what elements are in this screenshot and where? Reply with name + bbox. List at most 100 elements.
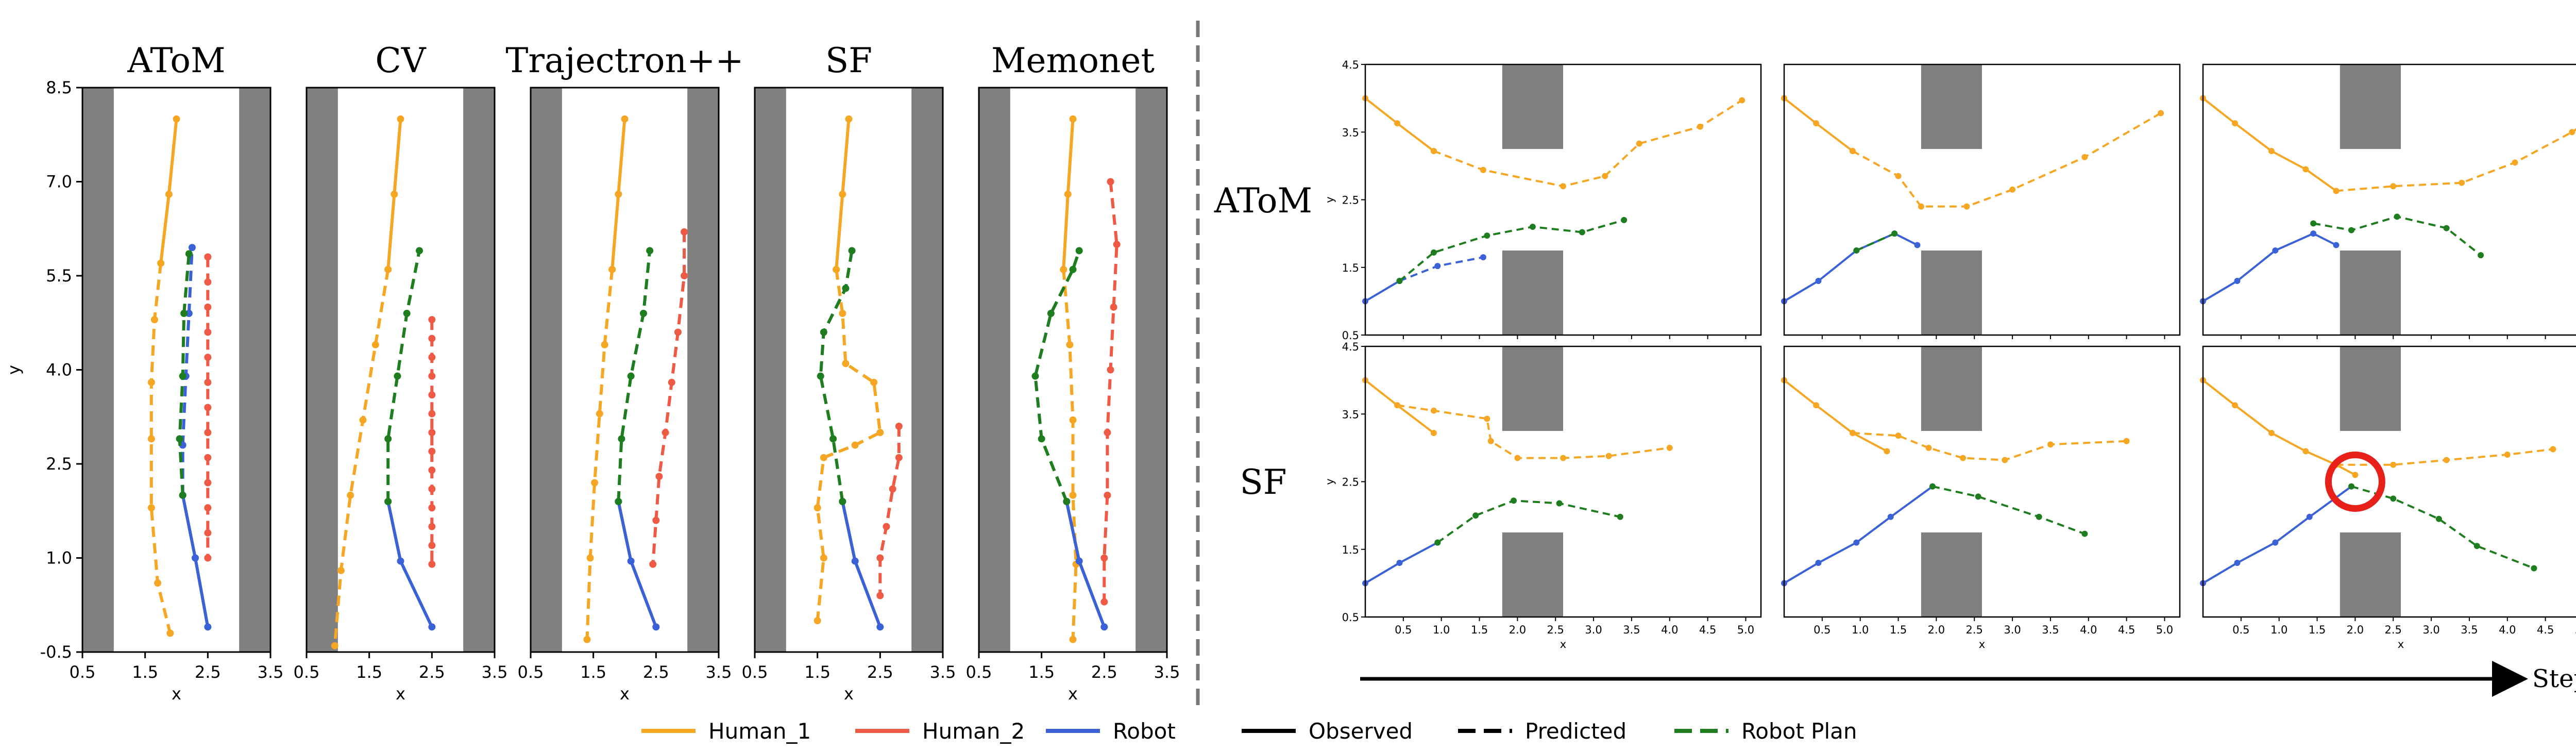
x-tick-label: 3.5	[1154, 662, 1180, 682]
y-tick-label: 2.5	[46, 454, 72, 474]
doorway-sf-2-human-1-point-1-0	[1849, 430, 1856, 436]
doorway-atom-3-human-1-point-0-2	[2268, 148, 2275, 154]
corridor-cv-human-2-point-2-10	[428, 504, 436, 512]
legend: Human_1 Human_2 Robot Observed Predicted Robo…	[641, 719, 1857, 744]
corridor-atom-human-1-point-1-4	[147, 504, 155, 512]
doorway-sf-2-human-1-point-1-3	[1960, 455, 1967, 461]
x-tick-label: 2.5	[643, 662, 669, 682]
corridor-wall-1	[239, 88, 270, 652]
doorway-obstacle-1	[2340, 532, 2401, 617]
corridor-trajectron-robot-plan-point-4-1	[618, 435, 625, 443]
corridor-memonet-robot-solid-line-3	[1065, 501, 1106, 628]
corridor-cv-human-1-point-1-2	[359, 416, 367, 424]
corridor-sf-human-2-point-2-4	[876, 554, 884, 562]
x-tick-label: 4.0	[1661, 624, 1678, 636]
corridor-sf-human-1-point-1-7	[814, 504, 821, 512]
doorway-atom-3-human-1-solid-line-0	[2202, 97, 2337, 192]
corridor-atom-human-2-point-2-8	[204, 454, 212, 461]
corridor-wall-0	[82, 88, 114, 652]
x-tick-label: 1.5	[804, 662, 831, 682]
doorway-panel-atom-3	[2200, 63, 2576, 339]
corridor-cv-robot-solid-line-3	[386, 501, 434, 628]
doorway-panel-sf-3: 0.5 1.0 1.5 2.0 2.5 3.0 3.5 4.0 4.5 5.0 x	[2200, 345, 2576, 650]
x-tick-label: 3.5	[2461, 624, 2478, 636]
doorway-atom-1-robot-plan-dashed-line-4	[1399, 219, 1624, 282]
doorway-atom-1-robot-point-3-1	[1434, 263, 1441, 270]
x-tick-label: 3.5	[2042, 624, 2059, 636]
doorway-atom-1-robot-plan-point-4-0	[1396, 278, 1403, 284]
corridor-trajectron-human-1-dashed-line-1	[585, 269, 614, 640]
corridor-atom-human-1-point-0-1	[165, 190, 173, 198]
x-tick-label: 1.0	[1852, 624, 1869, 636]
corridor-sf-robot-point-3-0	[876, 623, 884, 631]
x-tick-label: 0.5	[518, 662, 544, 682]
corridor-memonet-human-2-point-2-6	[1100, 554, 1108, 562]
doorway-atom-3-robot-plan-dashed-line-3	[2313, 215, 2482, 256]
corridor-sf-human-2-dashed-line-2	[878, 426, 901, 596]
x-tick-label: 0.5	[70, 662, 96, 682]
x-tick-label: 4.5	[2118, 624, 2135, 636]
corridor-sf-robot-plan-point-4-5	[848, 247, 856, 255]
corridor-sf-human-1-point-1-2	[842, 360, 850, 368]
corridor-atom-human-2-point-2-0	[204, 253, 212, 261]
corridor-atom-human-1-point-1-3	[147, 435, 155, 443]
doorway-atom-3-robot-point-2-4	[2333, 242, 2340, 248]
corridor-cv-human-1-point-1-0	[384, 265, 392, 273]
corridor-wall-1	[463, 88, 495, 652]
corridor-cv-human-2-point-2-1	[428, 335, 436, 342]
corridor-cv-human-1-point-0-1	[391, 190, 398, 198]
doorway-sf-3-human-1-point-1-1	[2390, 461, 2397, 468]
corridor-cv-human-2-point-2-2	[428, 354, 436, 361]
doorway-sf-2-human-1-point-0-3	[1884, 448, 1890, 455]
doorway-atom-1-robot-solid-line-2	[1364, 280, 1400, 303]
doorway-atom-3-human-1-point-0-1	[2232, 120, 2239, 127]
corridor-memonet-human-1-point-0-0	[1069, 115, 1077, 123]
x-tick-label: 3.5	[706, 662, 732, 682]
legend-label-predicted: Predicted	[1525, 719, 1626, 744]
legend-label-robot: Robot	[1113, 719, 1176, 744]
doorway-atom-2-robot-plan-point-3-0	[1853, 247, 1860, 254]
doorway-obstacle-1	[1502, 250, 1563, 335]
x-tick-label: 0.5	[966, 662, 992, 682]
doorway-obstacle-0	[1921, 346, 1982, 431]
corridor-sf-human-2-point-2-0	[895, 423, 903, 430]
doorway-atom-2-human-1-point-1-6	[2158, 110, 2164, 116]
corridor-sf-human-1-point-1-8	[820, 554, 827, 562]
doorway-sf-1-human-1-point-1-2	[1484, 415, 1490, 422]
corridor-cv-robot-plan-point-4-1	[384, 435, 392, 443]
y-tick-label: -0.5	[40, 642, 72, 662]
corridor-trajectron-human-1-point-0-0	[621, 115, 629, 123]
corridor-cv-human-2-point-2-9	[428, 485, 436, 493]
corridor-cv-human-2-point-2-8	[428, 466, 436, 474]
corridor-trajectron-human-1-point-1-4	[586, 554, 594, 562]
doorway-sf-2-robot-plan-point-3-0	[1929, 483, 1936, 490]
corridor-sf-human-2-point-2-2	[889, 485, 896, 493]
corridor-atom-robot-plan-point-5-3	[180, 310, 188, 317]
corridor-sf-human-1-point-1-5	[851, 441, 859, 449]
x-tick-label: 2.0	[1509, 624, 1526, 636]
y-tick-label: 8.5	[46, 78, 72, 97]
doorway-sf-3-human-1-point-0-2	[2268, 430, 2275, 436]
row-label-atom: AToM	[1214, 181, 1312, 221]
corridor-trajectron-human-2-dashed-line-2	[651, 231, 686, 564]
doorway-sf-3-robot-point-2-3	[2306, 513, 2313, 520]
doorway-obstacle-1	[1921, 532, 1982, 617]
doorway-frame	[2202, 63, 2576, 336]
corridor-atom-human-2-point-2-11	[204, 529, 212, 537]
doorway-atom-1-human-1-point-1-1	[1480, 166, 1486, 173]
doorway-atom-1-human-1-point-1-5	[1697, 123, 1703, 130]
corridor-cv-human-2-point-2-6	[428, 429, 436, 437]
doorway-sf-1-human-1-point-1-4	[1514, 455, 1521, 461]
doorway-obstacle-0	[2340, 346, 2401, 431]
collision-highlight-circle	[2325, 452, 2385, 512]
corridor-cv-robot-point-3-1	[397, 557, 404, 565]
doorway-sf-3-robot-plan-point-3-0	[2348, 483, 2354, 490]
corridor-memonet-human-1-point-1-3	[1069, 491, 1077, 499]
corridor-title-trajectron: Trajectron++	[505, 41, 743, 80]
doorway-sf-2-human-1-solid-line-0	[1783, 379, 1888, 453]
corridor-memonet-human-1-point-1-1	[1066, 341, 1074, 348]
doorway-sf-2-robot-solid-line-2	[1783, 486, 1934, 585]
x-axis-label: x	[844, 684, 854, 704]
corridor-cv-robot-plan-point-4-3	[403, 310, 411, 317]
corridor-cv-human-2-point-2-0	[428, 316, 436, 324]
